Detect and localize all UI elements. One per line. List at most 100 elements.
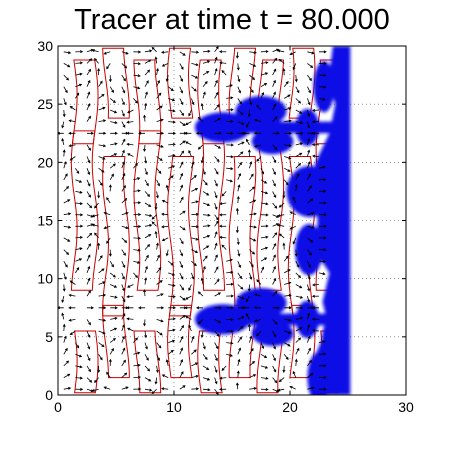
velocity-arrow — [294, 358, 298, 366]
velocity-arrow — [226, 96, 234, 100]
velocity-arrow — [260, 224, 269, 228]
velocity-arrow — [191, 63, 199, 67]
velocity-arrow — [311, 317, 320, 321]
velocity-arrow — [318, 259, 327, 263]
velocity-arrow — [200, 277, 204, 285]
velocity-arrow — [214, 254, 218, 262]
velocity-arrow — [156, 118, 164, 122]
velocity-arrow — [121, 284, 125, 292]
velocity-arrow — [75, 224, 84, 228]
velocity-arrow — [218, 224, 227, 228]
velocity-arrow — [156, 319, 164, 323]
velocity-arrow — [121, 121, 126, 128]
velocity-arrow — [249, 161, 253, 169]
velocity-arrow — [237, 249, 241, 257]
velocity-arrow — [237, 172, 242, 180]
contour-loop — [102, 47, 130, 119]
velocity-arrow — [94, 232, 99, 239]
velocity-arrow — [156, 354, 160, 362]
y-tick-label: 30 — [37, 38, 53, 54]
tracer-head — [251, 320, 294, 347]
velocity-arrow — [179, 272, 184, 280]
velocity-arrow — [272, 354, 276, 362]
velocity-arrow — [133, 260, 141, 264]
velocity-arrow — [179, 347, 184, 355]
velocity-arrow — [191, 249, 199, 253]
velocity-arrow — [63, 225, 72, 229]
velocity-arrow — [75, 235, 84, 239]
velocity-arrow — [272, 265, 276, 274]
velocity-arrow — [256, 279, 262, 285]
contour-loop — [133, 330, 162, 394]
velocity-arrow — [179, 210, 186, 216]
velocity-arrow — [318, 272, 326, 276]
velocity-arrow — [195, 131, 203, 135]
velocity-arrow — [98, 281, 106, 285]
velocity-arrow — [260, 235, 269, 239]
velocity-arrow — [202, 342, 206, 350]
velocity-arrow — [138, 306, 145, 310]
velocity-arrow — [307, 261, 311, 268]
velocity-arrow — [214, 179, 218, 187]
velocity-arrow — [307, 185, 312, 192]
velocity-arrow — [98, 144, 107, 148]
velocity-arrow — [284, 293, 292, 297]
velocity-arrow — [98, 93, 105, 99]
velocity-arrow — [63, 260, 68, 268]
velocity-arrow — [254, 144, 262, 148]
velocity-arrow — [106, 237, 111, 244]
velocity-arrow — [108, 358, 112, 366]
velocity-arrow — [307, 138, 311, 146]
velocity-arrow — [179, 121, 186, 126]
velocity-arrow — [260, 365, 269, 369]
velocity-arrow — [62, 323, 66, 332]
contour-loop — [228, 47, 257, 119]
velocity-arrow — [295, 162, 302, 169]
velocity-arrow — [121, 372, 128, 378]
velocity-arrow — [63, 347, 68, 355]
velocity-arrow — [247, 323, 251, 332]
velocity-arrow — [61, 296, 65, 304]
velocity-arrow — [272, 191, 277, 199]
velocity-arrow — [98, 106, 106, 111]
velocity-arrow — [237, 141, 245, 146]
velocity-arrow — [151, 214, 157, 220]
velocity-arrow — [318, 248, 327, 252]
velocity-arrow — [191, 260, 197, 267]
contour-loop — [167, 47, 194, 119]
velocity-arrow — [307, 347, 311, 355]
velocity-arrow — [277, 224, 285, 227]
velocity-arrow — [307, 121, 311, 129]
velocity-arrow — [284, 119, 292, 123]
velocity-arrow — [226, 318, 234, 322]
velocity-arrow — [110, 327, 118, 332]
velocity-arrow — [272, 91, 276, 99]
velocity-arrow — [292, 196, 297, 204]
velocity-arrow — [126, 295, 134, 299]
velocity-arrow — [237, 161, 242, 169]
velocity-arrow — [63, 272, 67, 280]
velocity-arrow — [110, 316, 118, 320]
velocity-arrow — [133, 98, 138, 104]
velocity-arrow — [284, 156, 292, 160]
velocity-arrow — [214, 104, 220, 111]
velocity-arrow — [272, 242, 277, 250]
velocity-arrow — [272, 144, 278, 151]
velocity-arrow — [202, 365, 210, 371]
velocity-arrow — [144, 156, 148, 164]
velocity-arrow — [98, 255, 103, 262]
velocity-arrow — [226, 167, 234, 171]
tracer-head — [194, 112, 251, 143]
velocity-arrow — [144, 388, 153, 392]
velocity-arrow — [260, 179, 268, 184]
velocity-arrow — [202, 179, 208, 186]
velocity-arrow — [110, 295, 118, 299]
velocity-arrow — [110, 131, 118, 135]
velocity-arrow — [127, 153, 134, 157]
velocity-arrow — [272, 254, 276, 262]
velocity-arrow — [272, 306, 280, 310]
velocity-arrow — [86, 354, 91, 362]
velocity-arrow — [144, 91, 148, 99]
velocity-arrow — [86, 58, 93, 64]
velocity-arrow — [249, 387, 257, 390]
